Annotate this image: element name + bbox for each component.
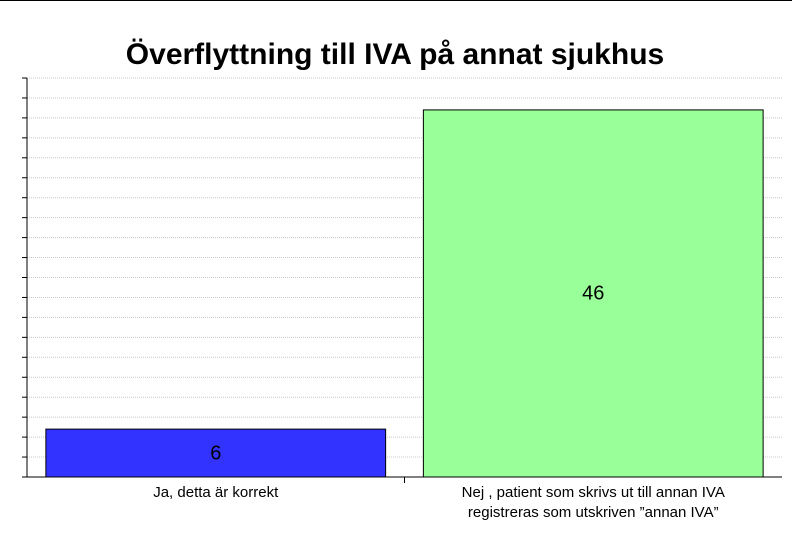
chart-title: Överflyttning till IVA på annat sjukhus <box>126 38 664 71</box>
x-tick-label: Nej , patient som skrivs ut till annan I… <box>461 484 725 521</box>
value-label: 6 <box>210 442 221 464</box>
bar <box>45 428 387 478</box>
value-label: 46 <box>582 283 604 305</box>
x-tick-label: Ja, detta är korrekt <box>153 484 279 501</box>
bar <box>422 109 764 478</box>
